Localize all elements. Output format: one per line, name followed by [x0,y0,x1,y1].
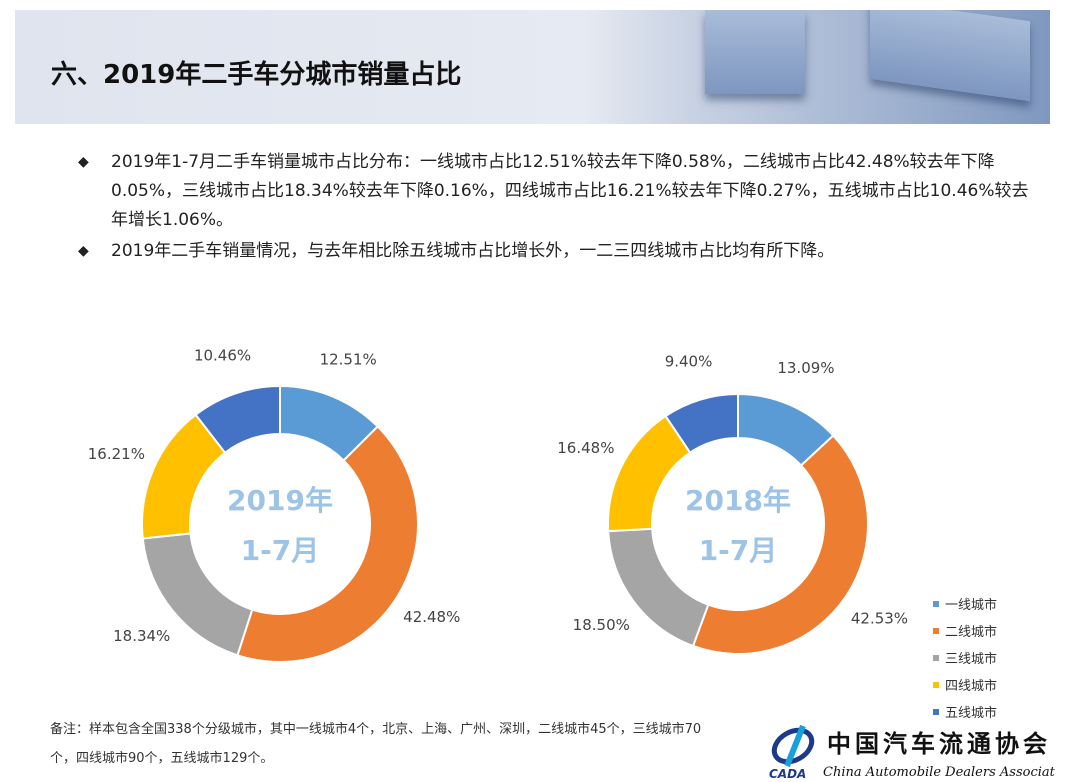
legend-swatch [933,627,939,634]
donut-slice [691,434,869,655]
legend-label: 三线城市 [945,652,998,667]
donut-slice [236,425,419,663]
legend-label: 四线城市 [945,679,998,694]
legend-label: 五线城市 [945,706,998,721]
footnote: 备注：样本包含全国338个分级城市，其中一线城市4个，北京、上海、广州、深圳，二… [50,722,702,766]
center-label: 2019年 [227,484,333,517]
legend-swatch [933,654,939,661]
cada-logo: CADA 中国汽车流通协会 China Automobile Dealers A… [765,720,1055,782]
data-label: 42.48% [403,608,460,626]
data-label: 13.09% [777,359,834,377]
bullet-item: 2019年二手车销量情况，与去年相比除五线城市占比增长外，一二三四线城市占比均有… [78,237,1038,266]
legend-item: 四线城市 [933,671,997,698]
page-title: 六、2019年二手车分城市销量占比 [51,60,462,90]
legend-swatch [933,681,939,688]
data-label: 18.50% [573,616,630,634]
bullet-item: 2019年1-7月二手车销量城市占比分布：一线城市占比12.51%较去年下降0.… [78,148,1038,235]
data-label: 12.51% [320,351,377,369]
donut-slice [194,384,281,455]
legend-item: 三线城市 [933,644,997,671]
center-label: 1-7月 [699,534,778,567]
legend-swatch [933,708,939,715]
svg-text:CADA: CADA [769,767,806,781]
donut-slice [664,392,739,454]
data-label: 9.40% [665,352,713,370]
legend-item: 一线城市 [933,590,997,617]
header-banner: 六、2019年二手车分城市销量占比 [15,10,1050,124]
legend: 一线城市二线城市三线城市四线城市五线城市 [933,590,997,725]
data-label: 16.21% [88,445,145,463]
legend-label: 一线城市 [945,598,998,613]
legend-label: 二线城市 [945,625,998,640]
center-label: 1-7月 [241,534,320,567]
svg-text:China Automobile Dealers Assoc: China Automobile Dealers Association [823,765,1055,780]
legend-item: 二线城市 [933,617,997,644]
svg-text:中国汽车流通协会: 中国汽车流通协会 [827,729,1051,758]
center-label: 2018年 [685,484,791,517]
data-label: 10.46% [194,347,251,365]
data-label: 16.48% [557,439,614,457]
data-label: 42.53% [851,609,908,627]
legend-item: 五线城市 [933,698,997,725]
legend-swatch [933,600,939,607]
data-label: 18.34% [113,627,170,645]
decor-block [705,10,805,94]
bullet-list: 2019年1-7月二手车销量城市占比分布：一线城市占比12.51%较去年下降0.… [78,148,1038,268]
